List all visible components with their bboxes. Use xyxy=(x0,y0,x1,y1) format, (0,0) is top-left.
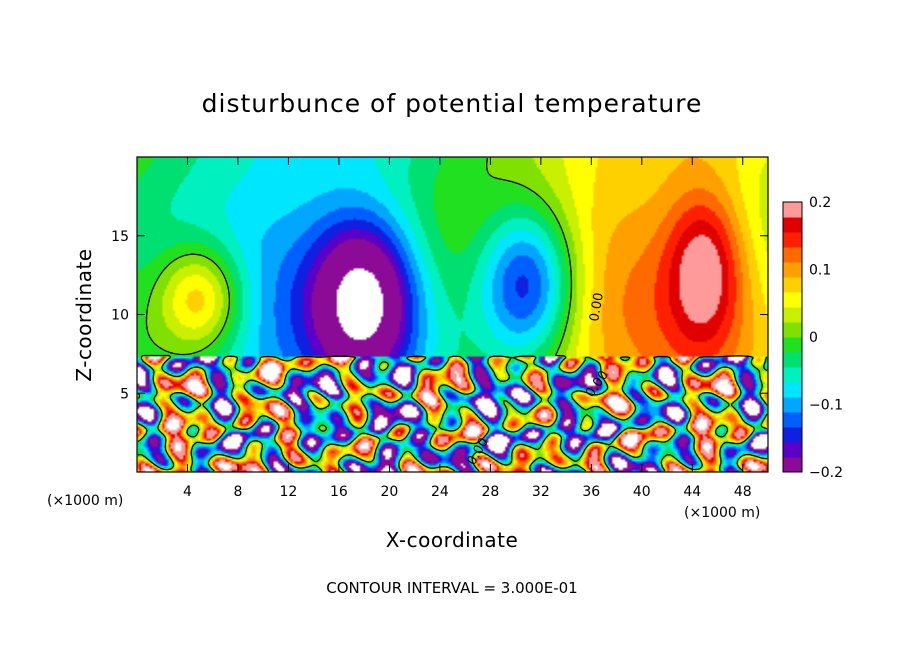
y-axis-ticks: 5 10 15 xyxy=(111,229,768,402)
colorbar-swatch xyxy=(783,322,802,338)
colorbar-swatch xyxy=(783,352,802,368)
colorbar-tick-label: 0 xyxy=(809,330,818,346)
x-tick-label: 16 xyxy=(330,484,348,500)
colorbar: 0.2 0.1 0 −0.1 −0.2 xyxy=(782,195,843,481)
colorbar-swatch xyxy=(783,247,802,263)
colorbar-swatch xyxy=(783,397,802,413)
colorbar-frame xyxy=(782,201,803,473)
x-tick-label: 12 xyxy=(280,484,298,500)
colorbar-swatch xyxy=(783,217,802,233)
plot-area: 0.00 0.00 0.00 4 8 12 16 20 24 28 32 36 40 44 48 51… xyxy=(111,156,769,500)
x-tick-label: 8 xyxy=(233,484,242,500)
x-unit-label: (×1000 m) xyxy=(684,505,760,521)
colorbar-swatch xyxy=(783,232,802,248)
x-tick-label: 4 xyxy=(183,484,192,500)
x-tick-label: 32 xyxy=(532,484,550,500)
x-axis-ticks: 4 8 12 16 20 24 28 32 36 40 44 48 xyxy=(183,157,752,500)
x-tick-label: 44 xyxy=(683,484,701,500)
colorbar-swatch xyxy=(783,382,802,398)
x-tick-label: 36 xyxy=(582,484,600,500)
y-axis-label: Z-coordinate xyxy=(72,248,96,381)
y-tick-label: 10 xyxy=(111,308,129,324)
colorbar-swatch xyxy=(783,202,802,218)
colorbar-swatch xyxy=(783,292,802,308)
x-tick-label: 48 xyxy=(734,484,752,500)
x-tick-label: 24 xyxy=(431,484,449,500)
colorbar-swatch xyxy=(783,262,802,278)
y-tick-label: 5 xyxy=(120,386,129,402)
contour-label: 0.00 xyxy=(587,292,607,323)
chart-title: disturbunce of potential temperature xyxy=(202,89,703,118)
colorbar-tick-label: 0.1 xyxy=(809,263,831,279)
colorbar-tick-label: −0.2 xyxy=(809,465,843,481)
colorbar-tick-label: 0.2 xyxy=(809,195,831,211)
colorbar-swatch xyxy=(783,442,802,458)
heatmap-field xyxy=(137,157,768,472)
x-tick-label: 28 xyxy=(481,484,499,500)
colorbar-swatch xyxy=(783,457,802,473)
zero-contour-lines xyxy=(137,158,768,472)
colorbar-swatch xyxy=(783,307,802,323)
y-tick-label: 15 xyxy=(111,229,129,245)
colorbar-swatch xyxy=(783,412,802,428)
colorbar-swatch xyxy=(783,337,802,353)
x-tick-label: 40 xyxy=(633,484,651,500)
x-tick-label: 20 xyxy=(380,484,398,500)
y-unit-label: (×1000 m) xyxy=(47,493,123,509)
contour-interval-note: CONTOUR INTERVAL = 3.000E-01 xyxy=(326,579,577,597)
colorbar-swatch xyxy=(783,427,802,443)
x-axis-label: X-coordinate xyxy=(386,528,519,552)
colorbar-swatch xyxy=(783,367,802,383)
colorbar-swatch xyxy=(783,277,802,293)
colorbar-tick-label: −0.1 xyxy=(809,398,843,414)
